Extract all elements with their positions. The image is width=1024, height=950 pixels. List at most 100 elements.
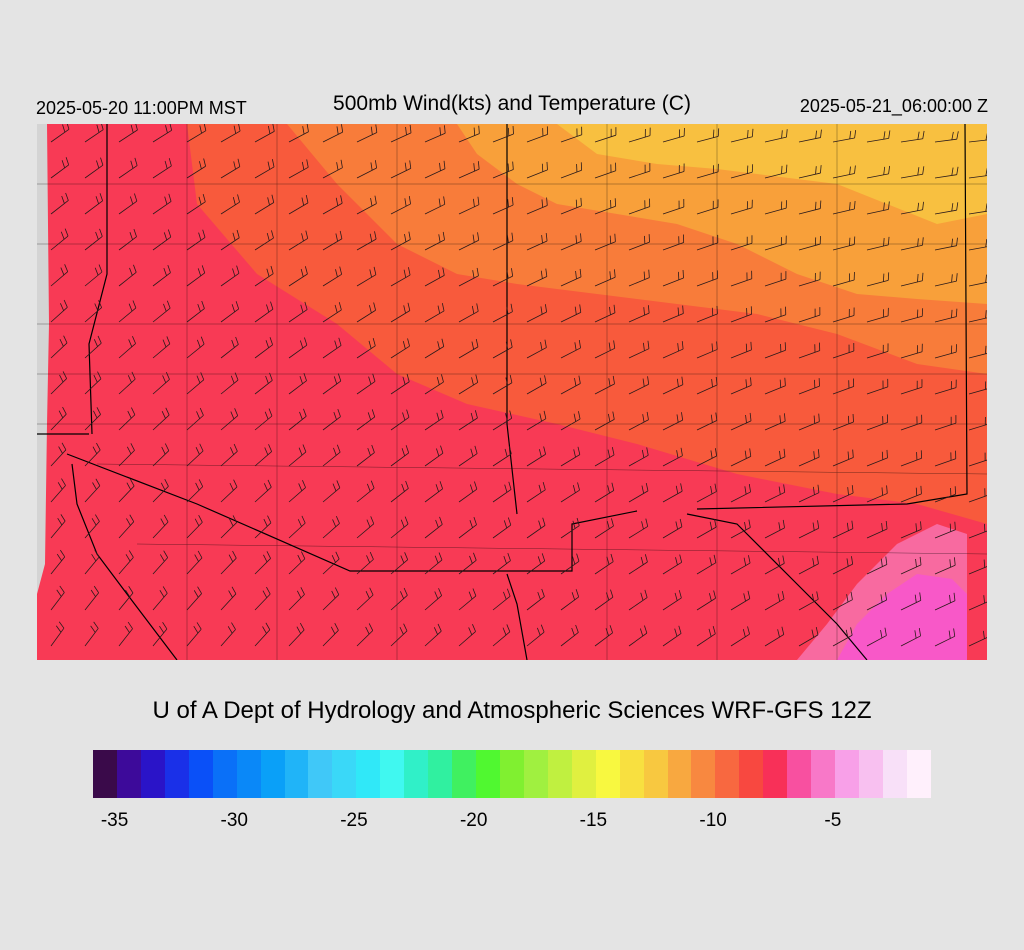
wind-barb: [390, 310, 411, 323]
wind-barb-flag: [919, 556, 922, 565]
wind-barb: [254, 451, 272, 467]
wind-barb-flag: [55, 625, 62, 633]
wind-barb-flag: [94, 514, 100, 522]
wind-barb-flag: [197, 586, 202, 594]
wind-barb: [696, 171, 719, 179]
wind-barb: [594, 632, 613, 647]
wind-barb-flag: [472, 588, 477, 597]
wind-barb-flag: [883, 131, 886, 140]
wind-barb-flag: [504, 448, 508, 457]
wind-barb-flag: [434, 555, 439, 564]
wind-barb-flag: [366, 519, 371, 528]
wind-barb-flag: [710, 414, 713, 423]
wind-barb-flag: [403, 305, 406, 314]
wind-barb-flag: [101, 124, 104, 130]
wind-barb: [390, 274, 411, 287]
wind-barb-flag: [507, 199, 509, 208]
wind-barb-flag: [922, 166, 925, 175]
wind-barb: [934, 387, 957, 395]
wind-barb-flag: [263, 518, 268, 527]
wind-barb-flag: [539, 413, 542, 422]
wind-barb: [934, 493, 956, 503]
wind-barb-flag: [782, 555, 785, 564]
wind-barb-flag: [63, 335, 68, 344]
wind-barb-flag: [128, 339, 133, 347]
wind-barb-flag: [949, 523, 952, 532]
wind-barb-flag: [777, 593, 781, 602]
wind-barb-flag: [268, 125, 271, 134]
wind-barb: [390, 488, 409, 503]
wind-barb: [322, 345, 342, 359]
wind-barb-flag: [266, 268, 270, 277]
wind-barb-flag: [265, 375, 269, 384]
wind-barb: [458, 382, 478, 395]
wind-barb-flag: [537, 556, 542, 565]
wind-barb-flag: [478, 125, 480, 134]
wind-barb: [356, 594, 374, 611]
colorbar-swatch: [260, 750, 285, 798]
wind-barb-flag: [232, 232, 236, 241]
wind-barb-flag: [131, 407, 136, 415]
wind-barb-flag: [374, 160, 378, 169]
wind-barb-flag: [232, 197, 236, 205]
colorbar-swatch: [906, 750, 931, 798]
wind-barb-flag: [786, 129, 788, 138]
wind-barb: [526, 276, 548, 287]
wind-barb-flag: [403, 269, 407, 278]
wind-barb: [390, 345, 410, 359]
wind-barb: [798, 350, 820, 359]
wind-barb-flag: [335, 515, 340, 524]
wind-barb-flag: [60, 303, 65, 311]
wind-barb-flag: [266, 551, 271, 559]
wind-barb-flag: [580, 233, 582, 242]
boundary-line: [696, 124, 968, 510]
wind-barb-flag: [572, 556, 576, 565]
wind-barb: [798, 279, 821, 287]
map-title: 500mb Wind(kts) and Temperature (C): [333, 92, 691, 115]
wind-barb: [526, 453, 546, 467]
wind-barb-flag: [677, 307, 680, 316]
colorbar-swatch: [428, 750, 453, 798]
map-canvas: [37, 124, 987, 660]
wind-barb: [492, 133, 514, 143]
wind-barb-flag: [365, 590, 370, 599]
wind-barb-flag: [469, 484, 474, 493]
wind-barb-flag: [301, 515, 306, 524]
wind-barb-flag: [644, 625, 648, 634]
wind-barb: [764, 491, 785, 503]
wind-barb: [560, 383, 581, 395]
wind-barb: [186, 343, 205, 359]
wind-barb-flag: [544, 375, 547, 384]
wind-barb: [900, 209, 923, 215]
wind-barb: [356, 452, 375, 467]
wind-barb-flag: [369, 305, 372, 314]
wind-barb: [560, 312, 581, 323]
wind-barb-flag: [60, 549, 66, 558]
wind-barb: [186, 521, 203, 539]
wind-barb-flag: [815, 626, 819, 635]
wind-barb-flag: [336, 126, 339, 135]
wind-barb: [458, 168, 480, 179]
wind-barb-flag: [471, 377, 474, 386]
wind-barb: [84, 307, 102, 323]
wind-barb-flag: [301, 197, 305, 206]
wind-barb-flag: [784, 413, 786, 422]
wind-barb-flag: [400, 555, 405, 564]
wind-barb-flag: [883, 166, 886, 175]
wind-barb: [50, 306, 68, 323]
wind-barb-flag: [711, 343, 714, 352]
wind-barb: [492, 560, 511, 575]
wind-barb: [152, 165, 172, 179]
wind-barb: [696, 491, 717, 503]
wind-barb: [118, 236, 137, 251]
wind-barb-flag: [100, 157, 104, 166]
wind-barb-flag: [202, 194, 206, 202]
wind-barb-flag: [407, 302, 411, 311]
wind-barb: [594, 383, 615, 395]
wind-barb: [662, 171, 685, 179]
wind-barb: [662, 561, 682, 575]
wind-barb-flag: [368, 623, 374, 631]
wind-barb-flag: [193, 590, 199, 598]
wind-barb: [934, 635, 955, 647]
wind-barb: [866, 422, 888, 431]
